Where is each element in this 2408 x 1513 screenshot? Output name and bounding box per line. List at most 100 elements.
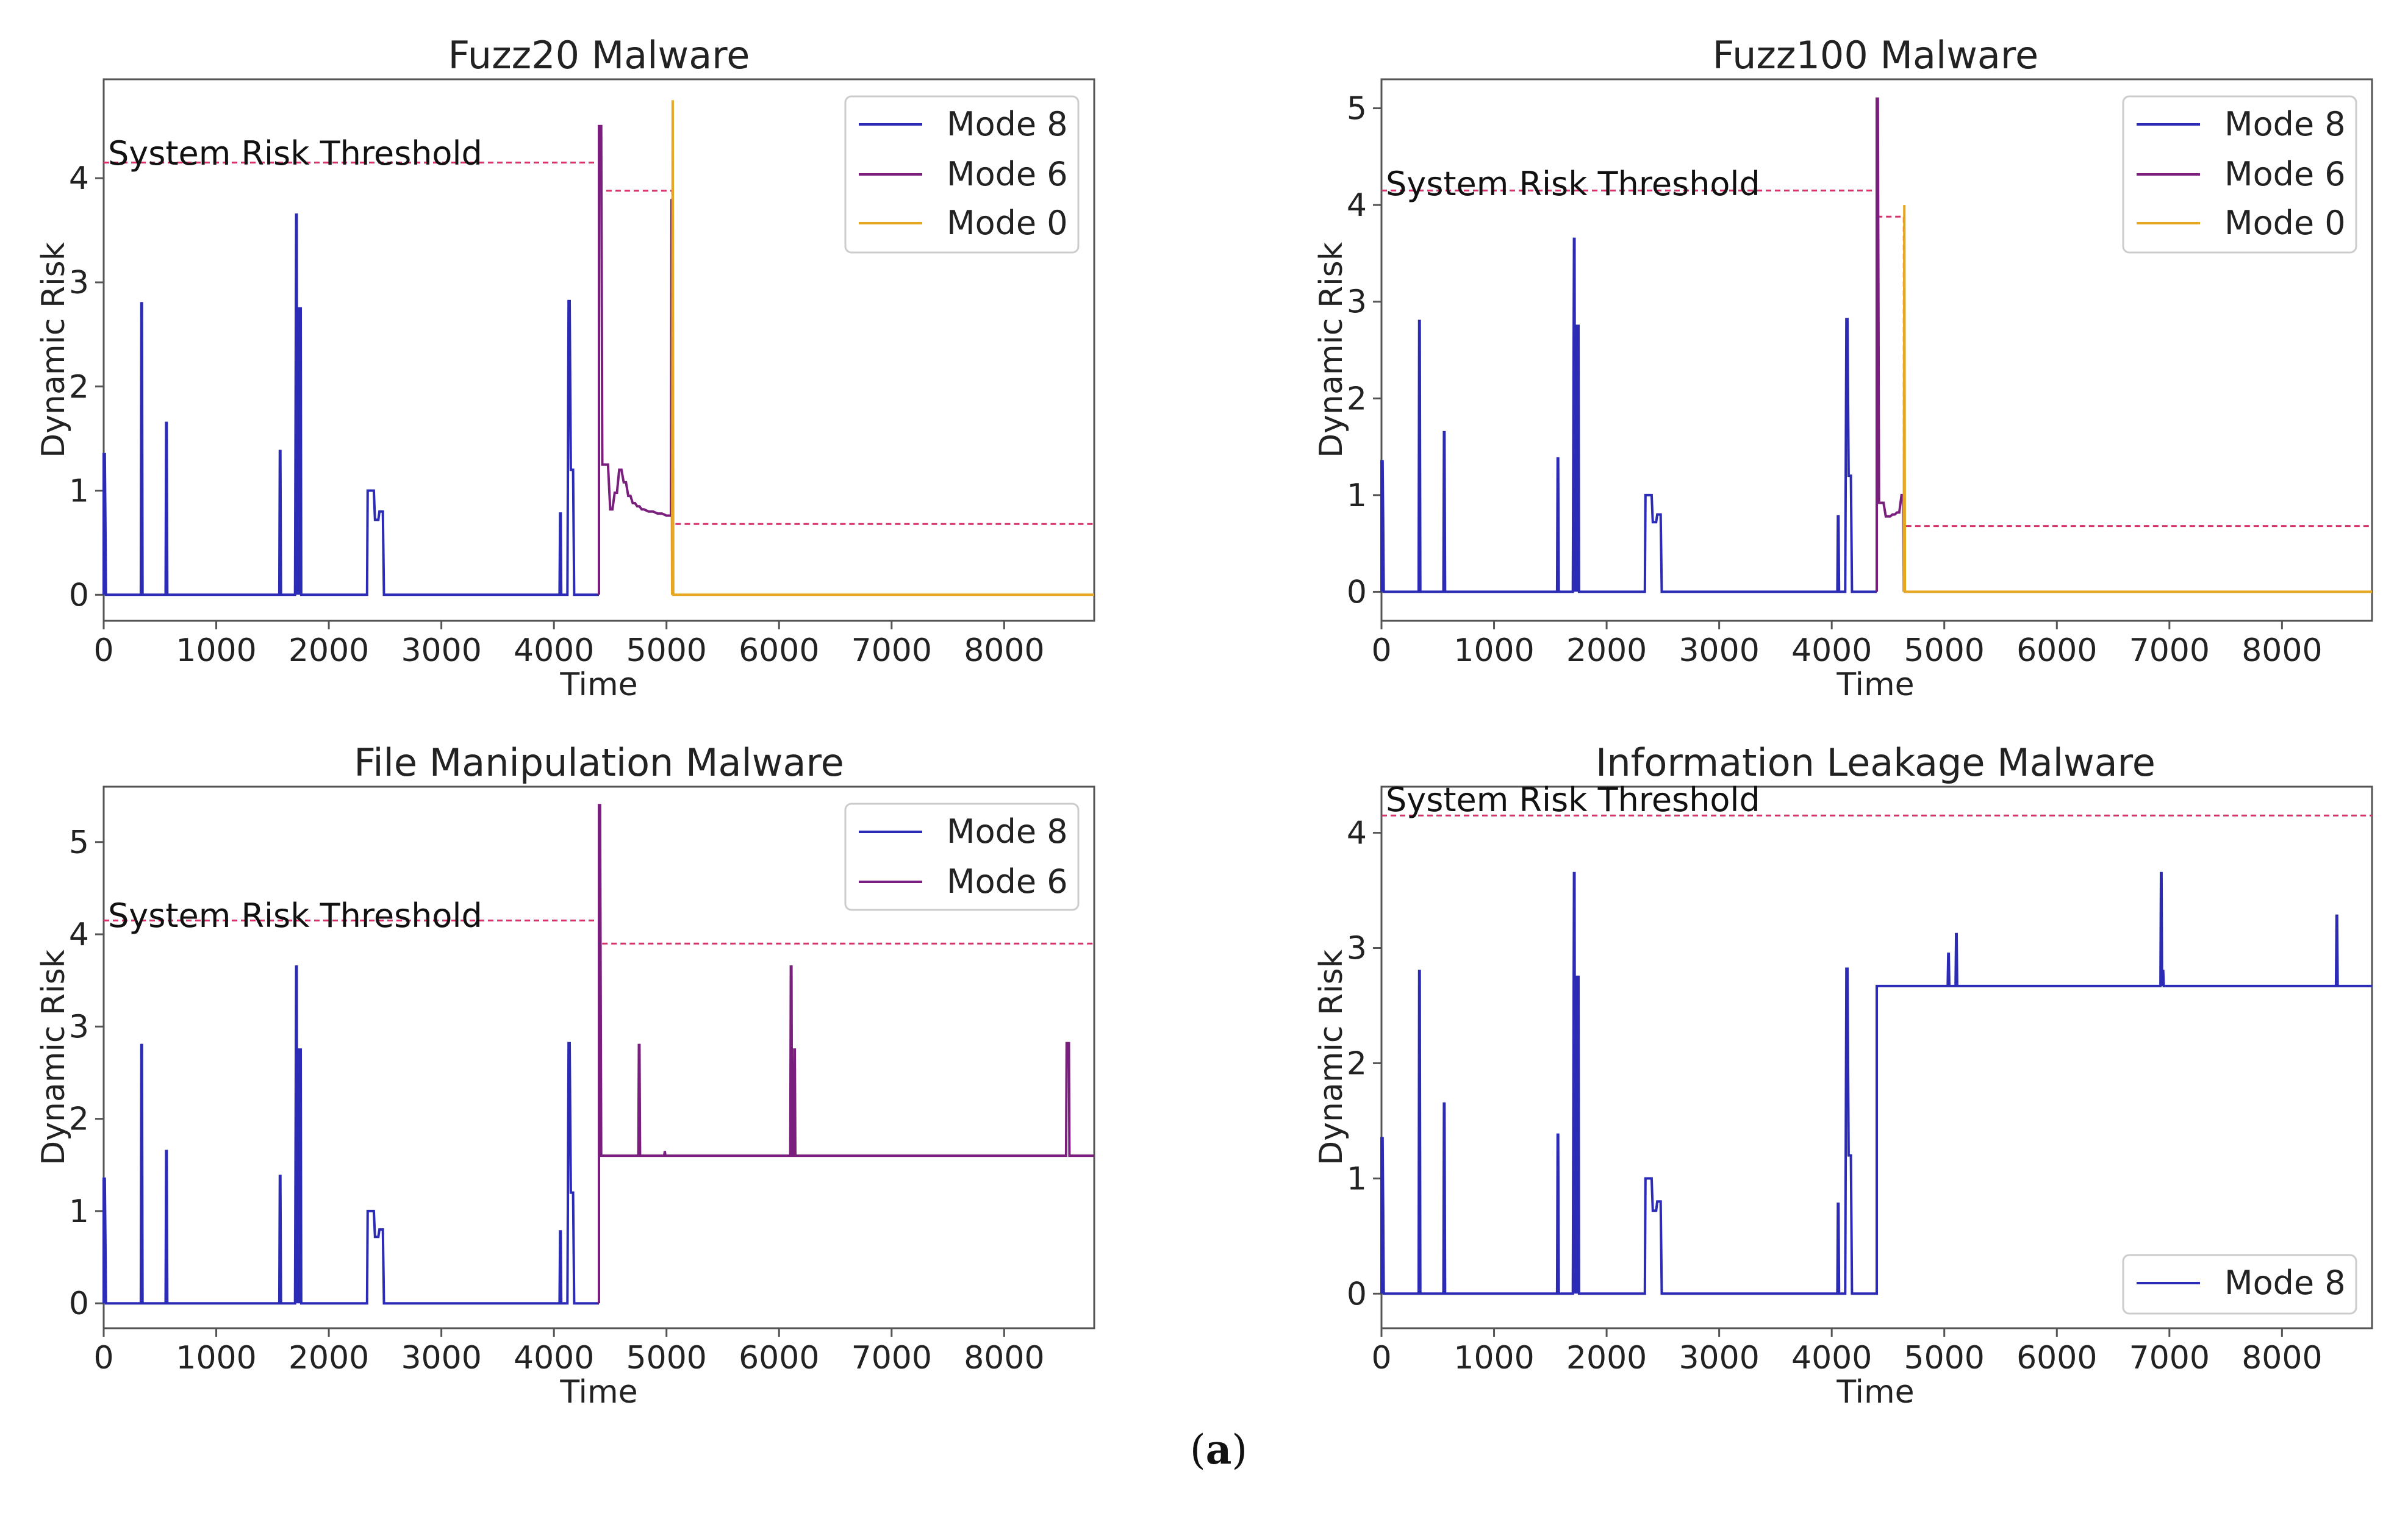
- threshold-line: [104, 162, 1094, 525]
- threshold-annotation: System Risk Threshold: [1386, 781, 1760, 819]
- x-axis-label: Time: [1836, 1374, 1914, 1411]
- legend-label: Mode 6: [947, 862, 1068, 901]
- legend-box: [844, 803, 1080, 911]
- x-tick-label: 0: [1371, 632, 1391, 669]
- panel-title: Fuzz100 Malware: [1713, 33, 2038, 77]
- legend-label: Mode 8: [2224, 105, 2346, 143]
- x-tick-label: 8000: [964, 1340, 1044, 1376]
- series-mode6-line: [1876, 97, 1905, 592]
- series-lines: [1380, 871, 2372, 1295]
- x-tick-label: 4000: [1791, 632, 1872, 669]
- x-tick-label: 8000: [2241, 632, 2322, 669]
- y-tick-label: 3: [1347, 284, 1367, 321]
- x-tick-label: 4000: [1791, 1340, 1872, 1376]
- x-tick-label: 1000: [1453, 1340, 1534, 1376]
- plot-frame: [102, 78, 1095, 622]
- threshold-line: [1381, 189, 2372, 528]
- y-tick-label: 4: [1347, 187, 1367, 224]
- panel-file-manipulation: File Manipulation Malware 0 1000 2000 3000 4…: [35, 740, 1095, 1411]
- y-tick-label: 0: [69, 577, 89, 613]
- x-tick-label: 2000: [1566, 632, 1647, 669]
- legend-label: Mode 8: [947, 105, 1068, 143]
- x-tick-label: 3000: [401, 632, 481, 669]
- series-mode0-line: [1902, 205, 2372, 593]
- series-mode8-line: [1380, 237, 1877, 593]
- x-tick-label: 3000: [401, 1340, 481, 1376]
- legend-box: [2122, 95, 2357, 254]
- y-tick-label: 2: [69, 369, 89, 406]
- y-tick-label: 3: [69, 265, 89, 301]
- x-tick-label: 3000: [1679, 632, 1759, 669]
- x-tick-label: 6000: [739, 1340, 819, 1376]
- x-axis-label: Time: [559, 1374, 637, 1411]
- legend-box: [844, 95, 1080, 254]
- y-tick-label: 3: [69, 1009, 89, 1045]
- y-axis-label: Dynamic Risk: [1313, 950, 1350, 1165]
- y-tick-label: 4: [69, 917, 89, 953]
- panel-information-leakage: Information Leakage Malware 0 1000 2000 300…: [1313, 740, 2373, 1411]
- x-axis-label: Time: [1836, 667, 1914, 703]
- x-tick-label: 8000: [2241, 1340, 2322, 1376]
- x-tick-label: 4000: [514, 632, 594, 669]
- threshold-annotation: System Risk Threshold: [108, 134, 482, 173]
- x-axis-label: Time: [559, 667, 637, 703]
- legend-label: Mode 6: [2224, 155, 2346, 193]
- x-tick-label: 6000: [739, 632, 819, 669]
- legend-label: Mode 8: [2224, 1264, 2346, 1302]
- legend: Mode 8 Mode 6: [844, 803, 1080, 911]
- threshold-path: [1381, 189, 2372, 528]
- x-tick-label: 2000: [288, 632, 369, 669]
- panel-title: File Manipulation Malware: [354, 740, 844, 785]
- y-axis-label: Dynamic Risk: [35, 950, 72, 1165]
- caption-open: (: [1190, 1426, 1206, 1473]
- legend-label: Mode 8: [947, 812, 1068, 851]
- x-tick-label: 5000: [1904, 1340, 1985, 1376]
- y-tick-label: 0: [1347, 574, 1367, 610]
- x-tick-label: 7000: [2129, 1340, 2210, 1376]
- legend-box: [2122, 1254, 2357, 1315]
- x-tick-label: 5000: [1904, 632, 1985, 669]
- y-tick-label: 4: [1347, 815, 1367, 852]
- x-tick-label: 7000: [851, 1340, 932, 1376]
- x-tick-label: 7000: [2129, 632, 2210, 669]
- y-axis-label: Dynamic Risk: [35, 242, 72, 458]
- x-tick-label: 0: [1371, 1340, 1391, 1376]
- y-tick-label: 1: [69, 1193, 89, 1230]
- axis-ticks: 0 1000 2000 3000 4000 5000 6000 7000 8000 0 1 2 3 4 5: [69, 824, 1045, 1376]
- legend-label: Mode 0: [2224, 204, 2346, 242]
- plot-frame: [102, 785, 1095, 1329]
- x-tick-label: 1000: [1453, 632, 1534, 669]
- plot-frame: [1380, 78, 2373, 622]
- y-tick-label: 2: [69, 1101, 89, 1138]
- x-tick-label: 0: [93, 1340, 113, 1376]
- series-lines: [102, 804, 1094, 1305]
- series-lines: [102, 100, 1094, 596]
- legend-label: Mode 6: [947, 155, 1068, 193]
- y-tick-label: 3: [1347, 931, 1367, 967]
- y-tick-label: 2: [1347, 1045, 1367, 1082]
- x-tick-label: 6000: [2016, 1340, 2097, 1376]
- series-lines: [1380, 97, 2372, 593]
- panel-fuzz100: Fuzz100 Malware 0 1000 2000 3000 4000 5000 600…: [1313, 33, 2373, 703]
- panel-title: Fuzz20 Malware: [448, 33, 750, 77]
- x-tick-label: 1000: [176, 1340, 256, 1376]
- legend: Mode 8 Mode 6 Mode 0: [2122, 95, 2357, 254]
- x-tick-label: 6000: [2016, 632, 2097, 669]
- panel-fuzz20: Fuzz20 Malware 0 1000 2000 3000 4000 5000 6000…: [35, 33, 1095, 703]
- legend: Mode 8: [2122, 1254, 2357, 1315]
- figure-caption: (a): [1190, 1426, 1247, 1473]
- x-tick-label: 8000: [964, 632, 1044, 669]
- series-mode6-line: [598, 124, 673, 595]
- x-tick-label: 2000: [1566, 1340, 1647, 1376]
- threshold-path: [104, 162, 1094, 525]
- y-tick-label: 1: [1347, 1161, 1367, 1197]
- panel-title: Information Leakage Malware: [1596, 740, 2155, 785]
- series-mode8-line: [102, 965, 599, 1305]
- y-tick-label: 0: [69, 1286, 89, 1322]
- x-tick-label: 4000: [514, 1340, 594, 1376]
- x-tick-label: 1000: [176, 632, 256, 669]
- threshold-annotation: System Risk Threshold: [1386, 165, 1760, 203]
- series-mode8-line: [102, 213, 599, 596]
- axis-ticks: 0 1000 2000 3000 4000 5000 6000 7000 8000 0 1 2 3 4: [1347, 815, 2323, 1376]
